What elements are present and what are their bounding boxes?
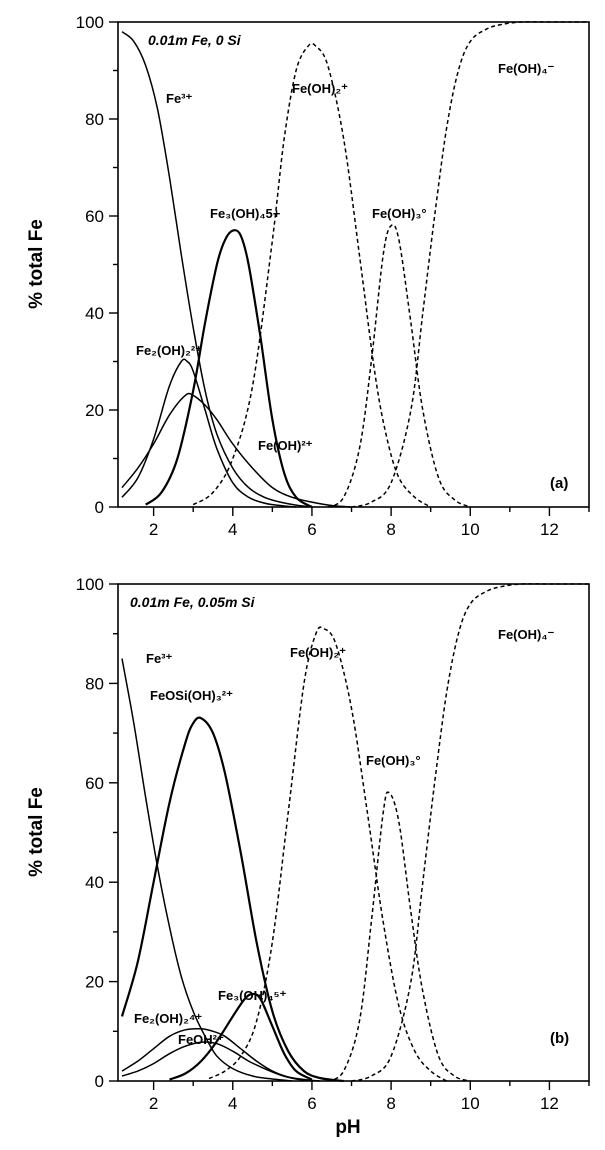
y-tick-label: 100	[76, 575, 104, 594]
y-tick-label: 40	[85, 304, 104, 323]
panel-b-label: (b)	[550, 1030, 569, 1047]
x-tick-label: 12	[540, 1094, 559, 1113]
y-tick-label: 60	[85, 774, 104, 793]
panel-b-condition: 0.01m Fe, 0.05m Si	[130, 594, 256, 610]
panel-a-label: (a)	[550, 475, 568, 492]
label-fe3oh4: Fe₃(OH)₄⁵⁺	[218, 988, 287, 1003]
label-feoh: FeOH²⁺	[178, 1032, 224, 1047]
label-feosi: FeOSi(OH)₃²⁺	[150, 688, 233, 703]
panel-a-condition: 0.01m Fe, 0 Si	[148, 32, 242, 48]
series-line-fe3-oh-4-5	[169, 992, 313, 1081]
panel-b-ticks	[109, 583, 590, 1090]
panel-b-frame	[117, 583, 590, 1082]
panel-b: 0 20 40 60 80 100 2 4 6 8 10 12 % total …	[26, 575, 590, 1138]
y-tick-label: 20	[85, 973, 104, 992]
x-tick-label: 8	[386, 520, 395, 539]
label-fe3oh4: Fe₃(OH)₄5+	[210, 206, 281, 221]
series-line-fe-oh-4	[351, 21, 589, 508]
y-tick-label: 0	[95, 498, 104, 517]
x-tick-label: 2	[149, 1094, 158, 1113]
label-feoh2-plus: Fe(OH)₂⁺	[292, 81, 348, 96]
series-line-fe-oh-2-dihydroxo	[192, 42, 432, 508]
series-line-fe2-oh-2-2	[121, 358, 297, 508]
label-feoh4: Fe(OH)₄⁻	[498, 61, 555, 76]
x-tick-label: 8	[386, 1094, 395, 1113]
y-tick-label: 40	[85, 873, 104, 892]
series-line-fe3-oh-4-5	[145, 229, 313, 508]
label-feoh: Fe(OH)²⁺	[258, 438, 313, 453]
panel-a-ticks	[109, 21, 590, 516]
x-tick-label: 12	[540, 520, 559, 539]
y-tick-label: 80	[85, 674, 104, 693]
panel-b-tick-labels: 0 20 40 60 80 100 2 4 6 8 10 12	[76, 575, 559, 1113]
x-tick-label: 10	[461, 520, 480, 539]
series-line-fe3	[121, 31, 312, 508]
label-feoh2-plus: Fe(OH)₂⁺	[290, 645, 346, 660]
label-fe3: Fe³⁺	[166, 91, 193, 106]
series-line-fe-oh-3	[327, 223, 471, 508]
y-tick-label: 0	[95, 1072, 104, 1091]
series-line-fe-oh-2-dihydroxo	[208, 626, 447, 1082]
panel-a-y-axis-label: % total Fe	[26, 219, 47, 309]
label-fe3: Fe³⁺	[146, 651, 173, 666]
y-tick-label: 100	[76, 13, 104, 32]
y-tick-label: 20	[85, 401, 104, 420]
label-feoh3: Fe(OH)₃°	[366, 753, 421, 768]
panel-a-tick-labels: 0 20 40 60 80 100 2 4 6 8 10 12	[76, 13, 559, 539]
series-line-fe3	[121, 658, 293, 1082]
series-line-fe-oh-2	[121, 392, 352, 508]
label-feoh4: Fe(OH)₄⁻	[498, 627, 555, 642]
panel-a-series	[121, 21, 589, 508]
x-tick-label: 4	[228, 1094, 237, 1113]
label-fe2oh2: Fe₂(OH)₂²⁺	[136, 343, 202, 358]
y-tick-label: 80	[85, 110, 104, 129]
x-tick-label: 6	[307, 520, 316, 539]
x-axis-label: pH	[335, 1117, 360, 1138]
panel-a: 0 20 40 60 80 100 2 4 6 8 10 12 % total …	[26, 13, 590, 539]
series-line-feoh2	[121, 1041, 312, 1082]
x-tick-label: 2	[149, 520, 158, 539]
label-feoh3: Fe(OH)₃°	[372, 206, 427, 221]
x-tick-label: 6	[307, 1094, 316, 1113]
label-fe2oh2: Fe₂(OH)₂⁴⁺	[134, 1011, 202, 1026]
panel-b-y-axis-label: % total Fe	[26, 787, 47, 877]
series-line-feosi-oh-3-2	[120, 716, 344, 1083]
series-line-fe-oh-3	[327, 791, 471, 1082]
series-line-fe-oh-4	[351, 583, 589, 1082]
panel-b-series	[120, 583, 589, 1083]
y-tick-label: 60	[85, 207, 104, 226]
x-tick-label: 10	[461, 1094, 480, 1113]
x-tick-label: 4	[228, 520, 237, 539]
